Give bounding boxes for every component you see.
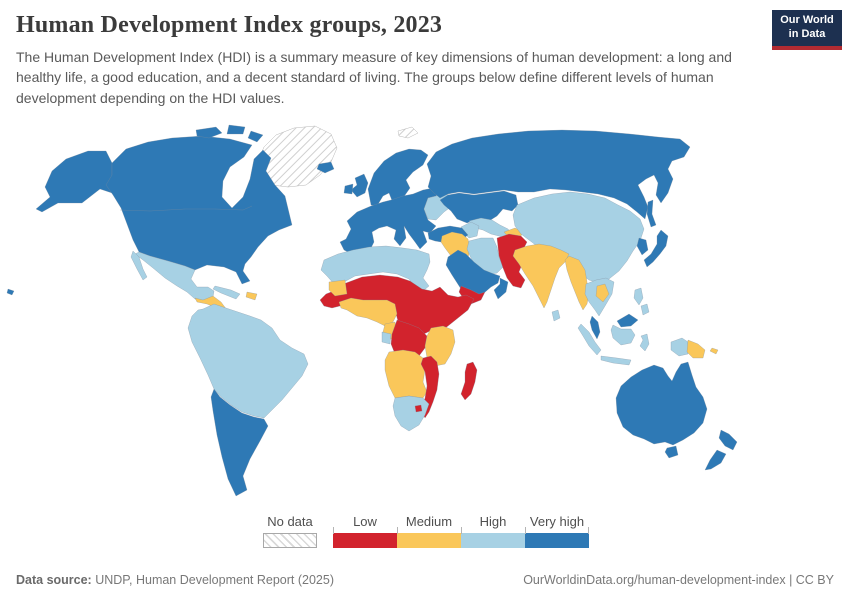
legend-tick [333,527,334,534]
owid-logo[interactable]: Our World in Data [772,10,842,50]
region-united-kingdom[interactable] [350,173,369,198]
page-title: Human Development Index groups, 2023 [16,12,443,38]
region-solomon-islands[interactable] [709,347,719,355]
legend-label-medium: Medium [405,514,453,529]
legend-swatches [333,533,589,548]
region-southern-africa[interactable] [384,349,428,399]
header: Human Development Index groups, 2023 The… [16,12,756,108]
legend-label-very-high: Very high [529,514,585,529]
region-china-mongolia[interactable] [512,191,645,284]
legend-tick [461,527,462,534]
region-argentina-chile[interactable] [210,388,269,497]
region-sulawesi[interactable] [639,333,650,352]
region-scandinavia[interactable] [367,148,429,207]
region-australia[interactable] [615,361,708,446]
region-cuba[interactable] [212,285,241,300]
map-legend: No data Low Medium High Very high [0,514,850,552]
region-arctic-islands[interactable] [247,130,264,143]
us-canada-border [119,205,253,212]
legend-swatch-low[interactable] [333,533,397,548]
region-baja-california[interactable] [130,250,148,281]
region-kenya-tanzania[interactable] [424,325,456,367]
region-india[interactable] [512,243,570,309]
region-oman[interactable] [493,277,509,300]
region-tasmania[interactable] [664,445,679,459]
legend-no-data: No data [263,514,317,548]
region-papua-new-guinea[interactable] [686,339,706,359]
region-ireland[interactable] [343,183,354,195]
region-sri-lanka[interactable] [551,309,561,322]
region-hawaii[interactable] [6,288,15,296]
region-south-america[interactable] [187,303,309,419]
legend-label-low: Low [353,514,377,529]
legend-tick [588,527,589,534]
chart-subtitle: The Human Development Index (HDI) is a s… [16,49,732,106]
region-russia[interactable] [426,129,691,220]
legend-no-data-label: No data [267,514,313,529]
region-gabon-congo[interactable] [381,331,392,345]
data-source: Data source: UNDP, Human Development Rep… [16,573,334,587]
region-svalbard[interactable] [397,126,419,139]
region-europe[interactable] [339,187,441,257]
data-source-label: Data source: [16,573,92,587]
region-arctic-islands[interactable] [226,124,246,135]
region-alaska[interactable] [35,150,113,213]
region-west-new-guinea[interactable] [670,337,689,357]
region-laos-cambodia[interactable] [595,283,610,303]
legend-tick [525,527,526,534]
region-philippines[interactable] [640,303,650,316]
region-greenland[interactable] [257,125,338,188]
region-madagascar[interactable] [460,361,478,401]
legend-no-data-swatch[interactable] [263,533,317,548]
region-west-africa[interactable] [338,297,398,327]
region-new-zealand[interactable] [704,449,727,471]
legend-color-bar: Low Medium High Very high [333,514,589,548]
legend-swatch-medium[interactable] [397,533,461,548]
legend-swatch-very-high[interactable] [525,533,589,548]
world-map [6,124,738,497]
region-saudi-arabia[interactable] [445,249,501,301]
owid-logo-text: Our World in Data [780,14,834,40]
region-afghanistan-pakistan[interactable] [496,233,528,289]
region-sumatra[interactable] [577,323,602,356]
region-malaysia-borneo[interactable] [616,313,639,328]
region-iceland[interactable] [316,161,335,174]
region-arctic-islands[interactable] [195,126,223,139]
footer: Data source: UNDP, Human Development Rep… [0,573,850,587]
legend-tick [397,527,398,534]
region-sakhalin[interactable] [646,199,657,228]
owid-url-link[interactable]: OurWorldinData.org/human-development-ind… [523,573,834,587]
region-south-africa[interactable] [392,395,430,432]
region-new-zealand[interactable] [718,429,738,451]
region-south-korea[interactable] [636,237,649,256]
region-lesotho[interactable] [414,404,423,413]
legend-label-high: High [479,514,507,529]
region-myanmar[interactable] [564,255,590,311]
region-mauritania[interactable] [328,279,348,297]
region-kalimantan[interactable] [610,324,636,346]
region-java[interactable] [600,355,632,366]
region-malaysia-peninsula[interactable] [589,315,601,340]
data-source-text: UNDP, Human Development Report (2025) [91,573,334,587]
legend-labels: Low Medium High Very high [333,514,589,534]
region-philippines[interactable] [633,287,644,306]
legend-swatch-high[interactable] [461,533,525,548]
region-hispaniola[interactable] [245,291,258,301]
region-japan[interactable] [643,229,669,268]
region-kazakhstan[interactable] [439,190,519,224]
